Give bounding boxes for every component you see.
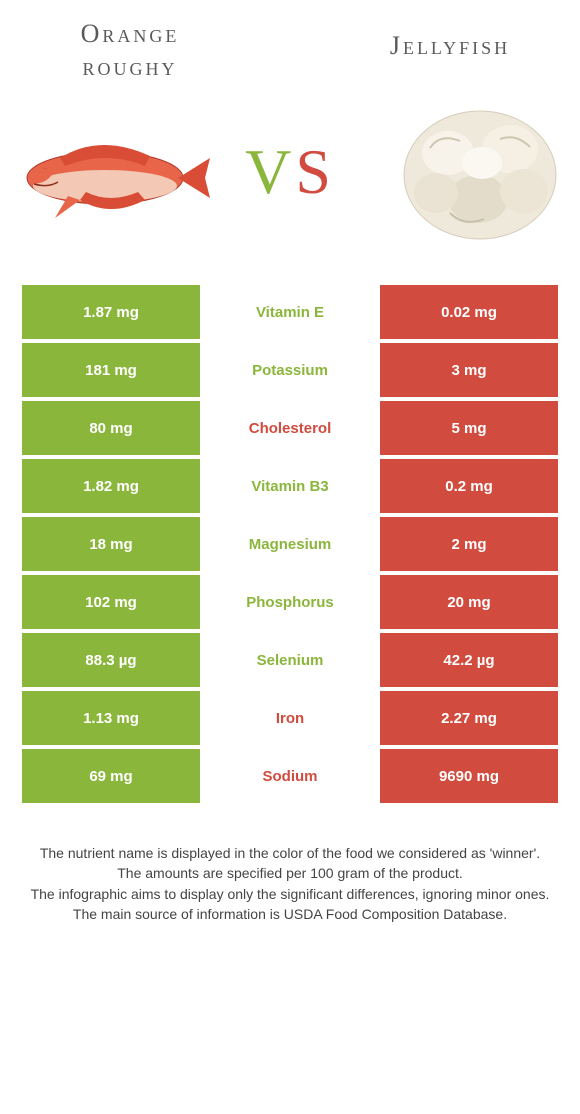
left-value-cell: 102 mg bbox=[22, 575, 200, 629]
right-value-cell: 5 mg bbox=[380, 401, 558, 455]
left-title-line2: roughy bbox=[82, 52, 177, 81]
jellyfish-image bbox=[390, 93, 570, 253]
table-row: 1.87 mgVitamin E0.02 mg bbox=[22, 285, 558, 339]
nutrient-name-cell: Cholesterol bbox=[200, 401, 380, 455]
footer-notes: The nutrient name is displayed in the co… bbox=[0, 807, 580, 924]
footer-line-4: The main source of information is USDA F… bbox=[22, 904, 558, 924]
vs-v: V bbox=[245, 136, 295, 207]
left-value-cell: 1.13 mg bbox=[22, 691, 200, 745]
right-value-cell: 0.2 mg bbox=[380, 459, 558, 513]
table-row: 1.82 mgVitamin B30.2 mg bbox=[22, 459, 558, 513]
images-row: VS bbox=[0, 83, 580, 273]
right-value-cell: 42.2 µg bbox=[380, 633, 558, 687]
left-title-line1: Orange bbox=[81, 19, 180, 48]
right-value-cell: 0.02 mg bbox=[380, 285, 558, 339]
right-value-cell: 3 mg bbox=[380, 343, 558, 397]
table-row: 69 mgSodium9690 mg bbox=[22, 749, 558, 803]
footer-line-3: The infographic aims to display only the… bbox=[22, 884, 558, 904]
left-value-cell: 69 mg bbox=[22, 749, 200, 803]
right-value-cell: 20 mg bbox=[380, 575, 558, 629]
nutrient-name-cell: Magnesium bbox=[200, 517, 380, 571]
table-row: 181 mgPotassium3 mg bbox=[22, 343, 558, 397]
right-food-title: Jellyfish bbox=[350, 30, 550, 63]
left-value-cell: 1.87 mg bbox=[22, 285, 200, 339]
nutrient-name-cell: Sodium bbox=[200, 749, 380, 803]
left-food-title: Orange roughy bbox=[30, 18, 230, 83]
nutrient-table: 1.87 mgVitamin E0.02 mg181 mgPotassium3 … bbox=[22, 285, 558, 803]
left-value-cell: 88.3 µg bbox=[22, 633, 200, 687]
nutrient-name-cell: Selenium bbox=[200, 633, 380, 687]
vs-label: VS bbox=[245, 135, 335, 209]
footer-line-1: The nutrient name is displayed in the co… bbox=[22, 843, 558, 863]
orange-roughy-image bbox=[10, 118, 210, 228]
header: Orange roughy Jellyfish bbox=[0, 0, 580, 83]
nutrient-name-cell: Vitamin B3 bbox=[200, 459, 380, 513]
table-row: 1.13 mgIron2.27 mg bbox=[22, 691, 558, 745]
nutrient-name-cell: Vitamin E bbox=[200, 285, 380, 339]
right-value-cell: 2 mg bbox=[380, 517, 558, 571]
footer-line-2: The amounts are specified per 100 gram o… bbox=[22, 863, 558, 883]
table-row: 80 mgCholesterol5 mg bbox=[22, 401, 558, 455]
table-row: 102 mgPhosphorus20 mg bbox=[22, 575, 558, 629]
nutrient-name-cell: Potassium bbox=[200, 343, 380, 397]
table-row: 88.3 µgSelenium42.2 µg bbox=[22, 633, 558, 687]
left-value-cell: 80 mg bbox=[22, 401, 200, 455]
right-value-cell: 9690 mg bbox=[380, 749, 558, 803]
left-value-cell: 181 mg bbox=[22, 343, 200, 397]
nutrient-name-cell: Iron bbox=[200, 691, 380, 745]
nutrient-name-cell: Phosphorus bbox=[200, 575, 380, 629]
table-row: 18 mgMagnesium2 mg bbox=[22, 517, 558, 571]
left-value-cell: 1.82 mg bbox=[22, 459, 200, 513]
vs-s: S bbox=[295, 136, 335, 207]
right-value-cell: 2.27 mg bbox=[380, 691, 558, 745]
left-value-cell: 18 mg bbox=[22, 517, 200, 571]
